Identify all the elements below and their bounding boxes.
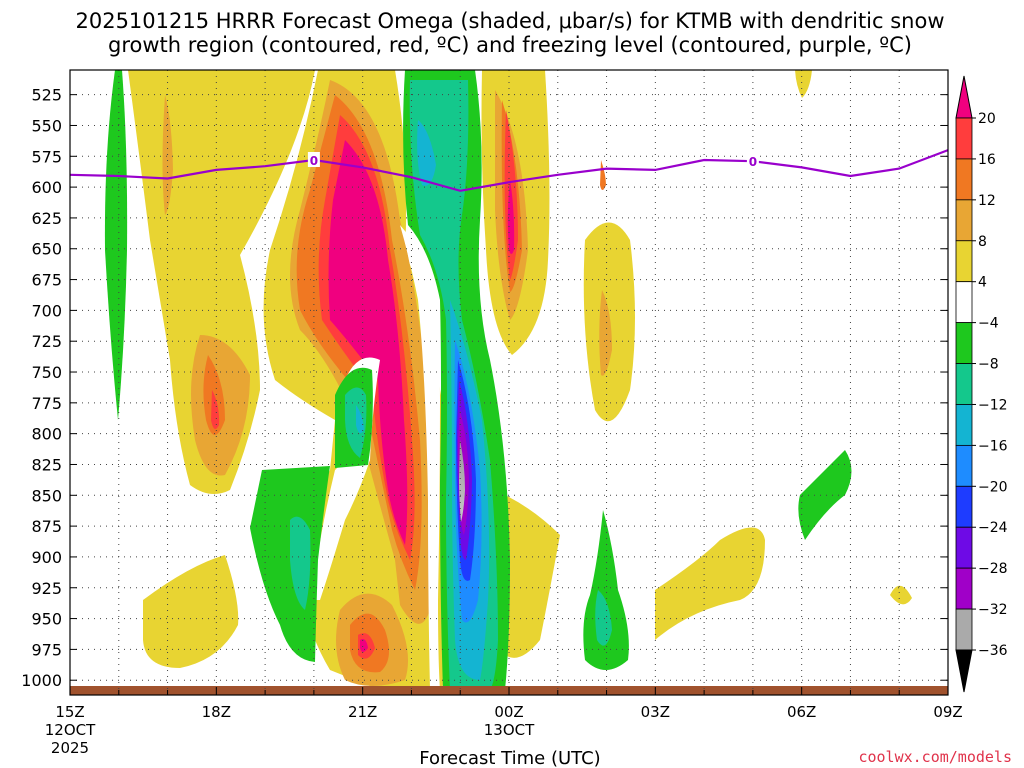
colorbar: 20 16 12 8 4 −4 −8 −12 −16 −20 −24 −28 −32 −36 — [955, 75, 1008, 693]
colorbar-tick-label: 4 — [978, 275, 987, 291]
x-axis-label: Forecast Time (UTC) — [419, 748, 600, 768]
omega-yellow-region-lower-east — [655, 527, 765, 640]
freezing-level-label-bg — [307, 151, 320, 167]
colorbar-tick-label: −16 — [978, 438, 1008, 454]
omega-green-lower-west — [250, 466, 330, 662]
x-tick-label: 00Z — [494, 703, 523, 721]
colorbar-bottom-triangle — [955, 649, 973, 693]
y-tick-label: 875 — [31, 517, 62, 536]
colorbar-tick-label: −4 — [978, 316, 999, 332]
y-tick-label: 525 — [31, 86, 62, 105]
freezing-level-label: 0 — [749, 155, 757, 169]
y-tick-label: 675 — [31, 271, 62, 290]
colorbar-tick-label: 8 — [978, 234, 987, 250]
chart-title-line2: growth region (contoured, red, ºC) and f… — [108, 33, 912, 57]
omega-yellow-region-lower-center — [505, 495, 560, 658]
omega-green-west-column — [104, 70, 128, 420]
colorbar-swatch — [955, 608, 973, 651]
colorbar-tick-label: −24 — [978, 520, 1008, 536]
omega-orange-band-east — [599, 290, 612, 376]
colorbar-swatch — [955, 444, 973, 487]
credit-text: coolwx.com/models — [858, 748, 1012, 766]
colorbar-tick-label: −12 — [978, 397, 1008, 413]
x-tick-label: 15Z — [55, 703, 84, 721]
omega-yellow-region-top-right — [795, 70, 812, 98]
omega-orange-red-east — [600, 160, 606, 190]
x-tick-label: 09Z — [933, 703, 962, 721]
colorbar-tick-label: −20 — [978, 479, 1008, 495]
y-tick-label: 825 — [31, 455, 62, 474]
x-tick-label: 06Z — [787, 703, 816, 721]
colorbar-tick-label: −32 — [978, 602, 1008, 618]
y-tick-label: 750 — [31, 363, 62, 382]
omega-yellow-region-lower-west — [143, 555, 239, 668]
y-tick-label: 975 — [31, 640, 62, 659]
y-tick-label: 625 — [31, 209, 62, 228]
y-tick-label: 950 — [31, 610, 62, 629]
y-tick-label: 575 — [31, 147, 62, 166]
omega-teal-lower-east — [595, 590, 612, 646]
gridlines — [70, 70, 948, 695]
colorbar-swatch — [955, 363, 973, 405]
y-axis-ticks: 525 550 575 600 625 650 675 700 725 750 775 800 825 8… — [21, 86, 948, 690]
colorbar-swatch — [955, 322, 973, 364]
colorbar-swatch — [955, 117, 973, 160]
y-tick-label: 850 — [31, 486, 62, 505]
y-tick-label: 550 — [31, 116, 62, 135]
omega-green-lower-east — [583, 510, 629, 670]
colorbar-tick-label: 16 — [978, 152, 996, 168]
omega-magenta-small-center — [507, 180, 515, 254]
colorbar-swatch — [955, 567, 973, 610]
y-tick-label: 700 — [31, 301, 62, 320]
colorbar-tick-label: −8 — [978, 357, 999, 373]
omega-teal-midlevel — [345, 387, 367, 458]
omega-cyan-upper — [417, 120, 436, 186]
colorbar-swatch — [955, 485, 973, 528]
omega-yellow-region-small-east — [890, 585, 912, 605]
y-tick-label: 725 — [31, 332, 62, 351]
y-tick-label: 1000 — [21, 671, 62, 690]
y-tick-label: 600 — [31, 178, 62, 197]
omega-yellow-region-west — [128, 70, 315, 494]
omega-magenta-small-lower — [360, 639, 368, 652]
omega-teal-lower-west — [290, 516, 311, 610]
colorbar-tick-label: 12 — [978, 193, 996, 209]
freezing-level-label: 0 — [310, 154, 318, 168]
colorbar-swatch — [955, 526, 973, 569]
colorbar-swatch — [955, 199, 973, 242]
y-tick-label: 800 — [31, 425, 62, 444]
x-tick-date: 12OCT — [45, 721, 96, 739]
omega-shaded-field — [70, 70, 948, 695]
colorbar-tick-label: −36 — [978, 643, 1008, 659]
chart-title-line1: 2025101215 HRRR Forecast Omega (shaded, … — [75, 9, 944, 33]
x-tick-label: 18Z — [202, 703, 231, 721]
y-tick-label: 775 — [31, 394, 62, 413]
x-tick-label: 21Z — [348, 703, 377, 721]
omega-magenta-core — [328, 140, 408, 545]
x-tick-label: 03Z — [641, 703, 670, 721]
y-tick-label: 925 — [31, 579, 62, 598]
freezing-level-contour — [69, 149, 949, 192]
x-tick-date: 13OCT — [484, 721, 535, 739]
omega-red-west — [211, 390, 220, 429]
omega-green-small-east — [798, 450, 852, 540]
x-tick-year: 2025 — [51, 739, 89, 757]
colorbar-top-triangle — [955, 75, 973, 119]
colorbar-swatch — [955, 240, 973, 283]
colorbar-swatch — [955, 281, 973, 324]
freezing-level-label-bg — [746, 153, 759, 169]
y-tick-label: 900 — [31, 548, 62, 567]
omega-cyan-midlevel — [356, 405, 364, 434]
y-tick-label: 650 — [31, 240, 62, 259]
colorbar-tick-label: 20 — [978, 111, 996, 127]
colorbar-swatch — [955, 158, 973, 201]
colorbar-swatch — [955, 404, 973, 446]
colorbar-tick-label: −28 — [978, 561, 1008, 577]
